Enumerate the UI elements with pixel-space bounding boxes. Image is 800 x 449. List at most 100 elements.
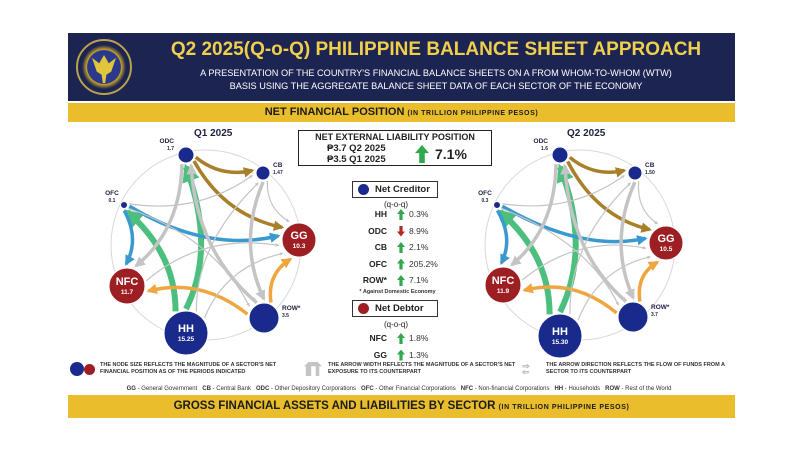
node-label: ODC	[534, 138, 549, 145]
net-creditor-text: Net Creditor	[375, 184, 430, 195]
node-label: HH	[552, 326, 568, 338]
debtor-dot-icon	[358, 303, 369, 314]
node-label: ROW*	[651, 304, 670, 311]
abbr-name: - Other Depository Corporations	[269, 386, 357, 392]
legend-arrow-direction: ⇒ ⇐ THE ARROW DIRECTION REFLECTS THE FLOW…	[522, 362, 735, 377]
flow-arrow-odc-to-gg	[566, 160, 652, 233]
flow-arrow-cb-to-row	[248, 181, 266, 301]
node-label: NFC	[492, 275, 515, 287]
sector-code: OFC	[369, 258, 387, 269]
node-label: NFC	[116, 276, 139, 288]
abbr-code: ROW	[605, 386, 620, 392]
change-value: 1.8%	[409, 333, 429, 343]
up-arrow-icon	[397, 209, 405, 220]
legend-node-size: THE NODE SIZE REFLECTS THE MAGNITUDE OF …	[70, 362, 298, 376]
creditor-qoq: (q-o-q)	[383, 200, 408, 209]
node-value: 1.47	[273, 170, 283, 176]
flow-arrow-row-to-gg	[637, 260, 660, 302]
sector-code: ODC	[368, 225, 387, 236]
abbreviation-item: CB - Central Bank	[202, 386, 251, 392]
flow-arrow-hh-to-ofc	[124, 209, 179, 312]
node-label: GG	[657, 233, 674, 245]
sector-code: CB	[374, 242, 387, 252]
flow-arrow-odc-to-nfc	[510, 164, 558, 267]
section-unit: (IN TRILLION PHILIPPINE PESOS)	[498, 404, 630, 411]
node-value: 1.6	[541, 146, 548, 152]
abbreviation-key: GG - General Government CB - Central Bank…	[68, 385, 735, 393]
sector-code: NFC	[369, 333, 387, 343]
up-arrow-icon	[397, 349, 405, 361]
node-value: 10.3	[293, 243, 306, 250]
node-circle	[627, 165, 643, 181]
abbreviation-item: GG - General Government	[127, 386, 198, 392]
sector-code: GG	[373, 349, 387, 360]
node-circle	[551, 146, 569, 164]
abbr-name: - Households	[563, 386, 601, 392]
abbr-name: - Non-financial Corporations	[473, 386, 550, 392]
flow-arrow-ofc-to-cb	[502, 174, 625, 207]
creditor-row: ODC 8.9%	[345, 225, 455, 239]
node-label: GG	[290, 230, 307, 242]
up-arrow-icon	[415, 145, 429, 163]
legend-arrow-direction-text: THE ARROW DIRECTION REFLECTS THE FLOW OF…	[546, 362, 725, 375]
flow-arrow-hh-to-gg	[577, 255, 651, 321]
node-cb: CB1.47	[255, 162, 283, 181]
flow-arrow-hh-to-gg	[203, 252, 284, 318]
grey-arrows-icon	[304, 362, 322, 376]
flow-arrow-row-to-nfc	[146, 283, 249, 316]
section-title: GROSS FINANCIAL ASSETS AND LIABILITIES B…	[173, 400, 496, 412]
net-creditor-label: Net Creditor	[352, 181, 438, 198]
node-circle	[648, 225, 684, 261]
page-title: Q2 2025(Q-o-Q) PHILIPPINE BALANCE SHEET …	[170, 39, 702, 60]
node-row: ROW*3.5	[248, 302, 301, 334]
flow-arrow-hh-to-ofc	[497, 209, 553, 315]
change-value: 2.1%	[409, 242, 429, 252]
flow-arrow-odc-to-cb	[568, 155, 627, 178]
subtitle-line-1: A PRESENTATION OF THE COUNTRY'S FINANCIA…	[200, 68, 672, 78]
flow-arrow-nfc-to-gg	[145, 242, 280, 282]
node-circle	[108, 267, 146, 305]
abbr-name: - Other Financial Corporations	[373, 386, 456, 392]
net-debtor-label: Net Debtor	[352, 300, 438, 317]
node-circle	[281, 222, 317, 258]
legend-arrow-width: THE ARROW WIDTH REFLECTS THE MAGNITUDE O…	[304, 362, 516, 376]
node-row: ROW*3.7	[617, 301, 670, 333]
debtor-row: GG 1.3%	[345, 349, 455, 363]
node-circle	[248, 302, 280, 334]
abbr-name: - Rest of the World	[619, 386, 672, 392]
nelp-change: 7.1%	[435, 146, 467, 162]
creditor-row: HH 0.3%	[345, 208, 455, 222]
node-value: 15.25	[178, 336, 195, 343]
change-value: 8.9%	[409, 225, 429, 236]
flow-arrow-row-to-gg	[268, 257, 293, 303]
flow-arrow-ofc-to-nfc	[122, 209, 135, 266]
up-arrow-icon	[397, 242, 405, 253]
abbr-code: OFC	[361, 386, 374, 392]
section-net-financial-position: NET FINANCIAL POSITION (IN TRILLION PHIL…	[68, 103, 735, 122]
creditor-row: CB 2.1%	[345, 241, 455, 255]
node-label: HH	[178, 323, 194, 335]
creditor-dot-icon	[358, 184, 369, 195]
blue-node-icon	[70, 362, 84, 376]
nelp-q1-value: ₱3.5 Q1 2025	[327, 154, 386, 165]
abbr-code: GG	[126, 386, 136, 392]
node-value: 1.7	[167, 146, 174, 152]
flow-arrow-cb-to-gg	[637, 181, 659, 225]
node-circle	[177, 146, 195, 164]
up-arrow-icon	[397, 258, 405, 270]
subtitle-line-2: BASIS USING THE AGGREGATE BALANCE SHEET …	[229, 81, 643, 91]
agency-logo	[76, 39, 132, 95]
abbr-code: ODC	[255, 386, 270, 392]
node-value: 10.5	[660, 246, 673, 253]
nelp-q2-value: ₱3.7 Q2 2025	[327, 143, 386, 154]
